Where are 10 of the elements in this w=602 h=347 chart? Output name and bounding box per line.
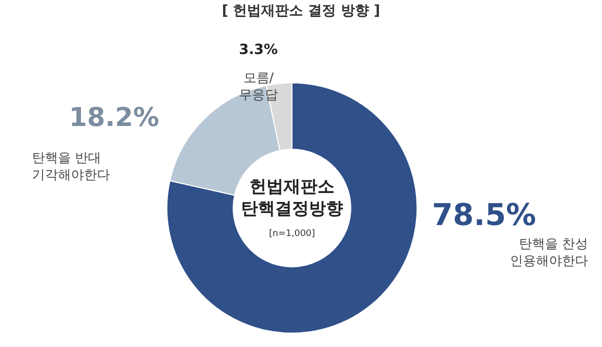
text: [n=1,000] [269,229,316,239]
donut-slice [166,82,418,334]
chart-title: [ 헌법재판소 결정 방향 ] [222,3,380,20]
text: 헌법재판소 탄핵결정방향 [241,177,343,220]
data-label: 78.5% [432,198,536,233]
slice-label: 모름/ 무응답 [239,71,278,103]
data-label: 3.3% [239,42,278,58]
slice-label: 탄핵을 반대 기각해야한다 [32,151,110,183]
data-label: 18.2% [69,103,160,133]
slice-label: 탄핵을 찬성 인용해야한다 [510,237,588,269]
